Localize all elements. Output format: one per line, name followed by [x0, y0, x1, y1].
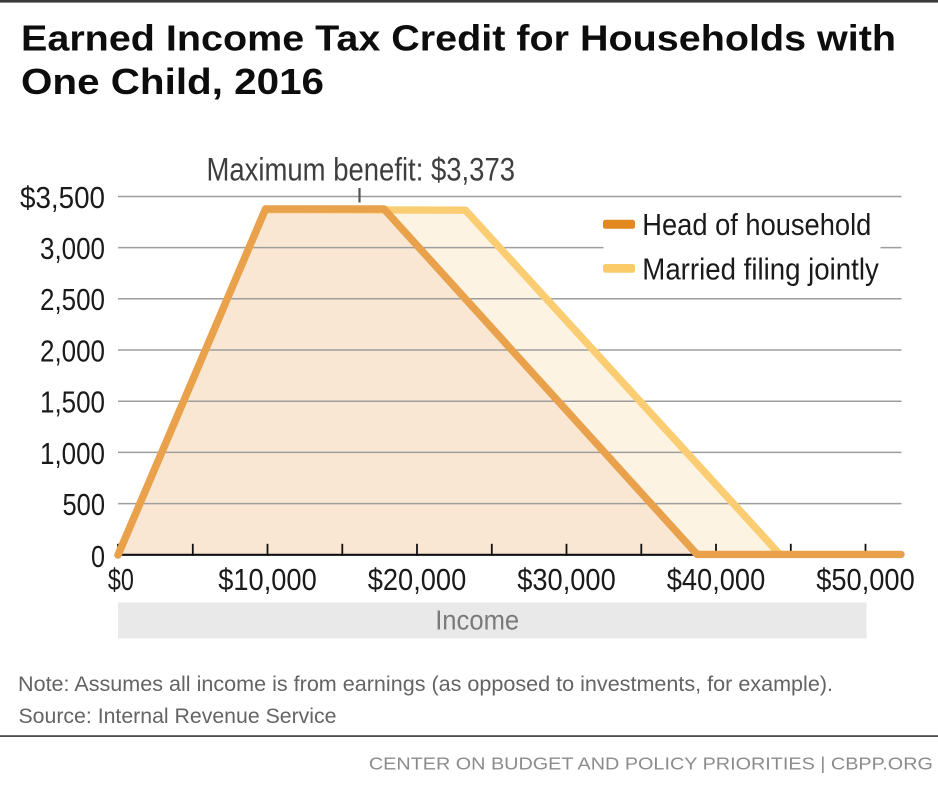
svg-text:$50,000: $50,000: [816, 562, 915, 597]
svg-text:1,500: 1,500: [40, 385, 105, 420]
svg-text:$3,500: $3,500: [20, 180, 105, 215]
svg-text:$10,000: $10,000: [218, 562, 317, 597]
svg-text:0: 0: [91, 539, 105, 574]
svg-text:Head of household: Head of household: [642, 207, 871, 242]
svg-text:$30,000: $30,000: [517, 562, 616, 597]
svg-text:Note: Assumes all income is fr: Note: Assumes all income is from earning…: [18, 673, 833, 696]
svg-text:$0: $0: [108, 562, 134, 597]
svg-text:2,000: 2,000: [40, 333, 105, 368]
svg-text:Married filing jointly: Married filing jointly: [642, 252, 879, 287]
svg-text:3,000: 3,000: [40, 231, 105, 266]
svg-text:2,500: 2,500: [40, 282, 105, 317]
svg-text:Income: Income: [435, 605, 519, 636]
svg-text:$40,000: $40,000: [667, 562, 766, 597]
svg-text:Maximum benefit: $3,373: Maximum benefit: $3,373: [207, 152, 516, 188]
svg-text:500: 500: [63, 487, 106, 522]
svg-text:One Child, 2016: One Child, 2016: [21, 61, 324, 102]
svg-text:CENTER ON BUDGET AND POLICY PR: CENTER ON BUDGET AND POLICY PRIORITIES |…: [369, 754, 933, 774]
svg-text:$20,000: $20,000: [368, 562, 467, 597]
svg-text:Source: Internal Revenue Servi: Source: Internal Revenue Service: [19, 705, 337, 728]
svg-text:1,000: 1,000: [40, 436, 105, 471]
svg-text:Earned Income Tax Credit for H: Earned Income Tax Credit for Households …: [21, 18, 896, 59]
